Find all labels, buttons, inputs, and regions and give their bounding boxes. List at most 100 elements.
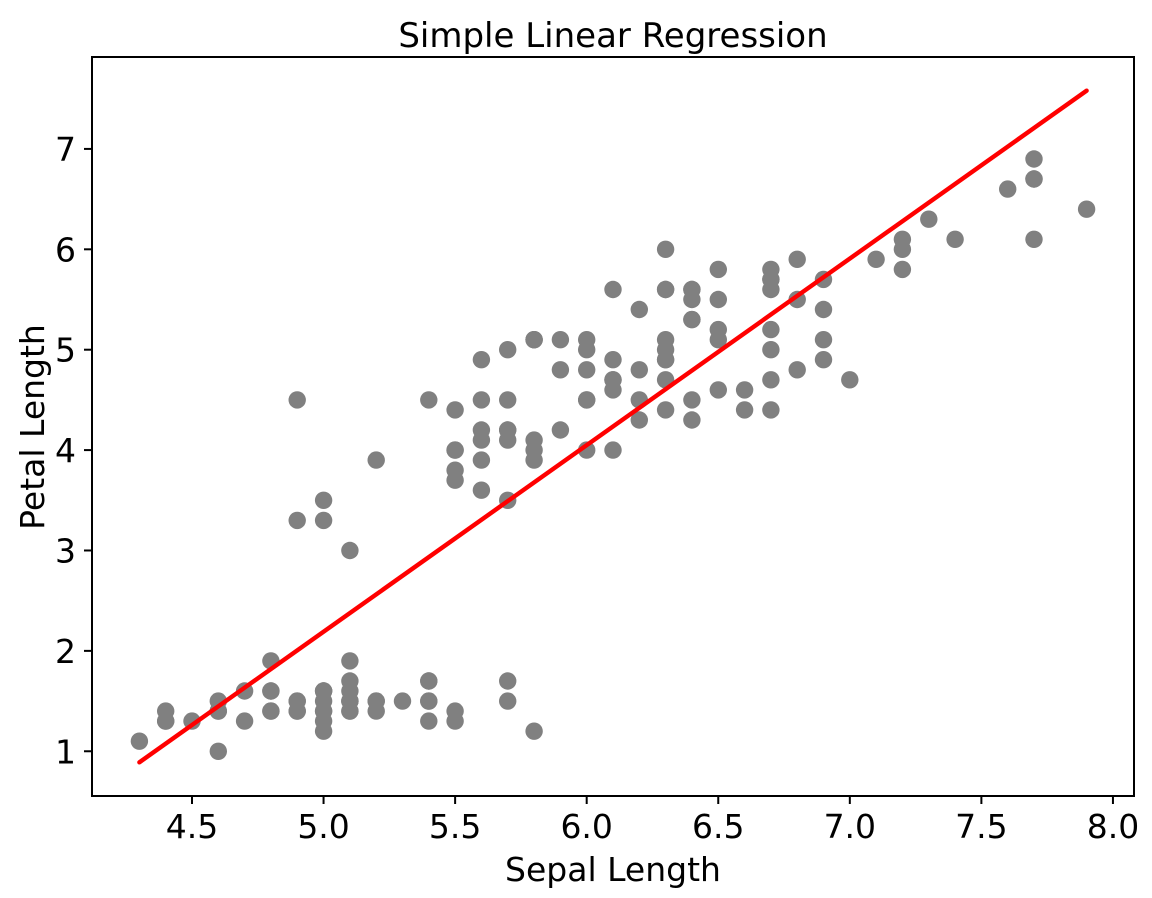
data-point: [709, 320, 727, 339]
data-point: [630, 411, 648, 429]
data-point: [341, 682, 359, 700]
data-point: [262, 682, 280, 700]
data-point: [420, 391, 438, 409]
data-point: [814, 351, 833, 369]
data-point: [472, 351, 491, 369]
data-point: [1025, 170, 1043, 188]
data-point: [762, 401, 780, 419]
data-point: [735, 401, 754, 419]
y-tick-label: 5: [55, 331, 76, 370]
data-point: [314, 682, 333, 700]
data-point: [314, 702, 333, 720]
regression-line: [137, 88, 1089, 765]
x-tick-label: 4.5: [166, 807, 218, 846]
data-point: [525, 331, 543, 349]
data-point: [578, 341, 596, 359]
data-point: [446, 401, 464, 419]
data-point: [762, 371, 780, 389]
data-point: [209, 742, 227, 760]
data-point: [472, 451, 491, 469]
data-point: [446, 471, 464, 489]
data-point: [630, 300, 648, 319]
y-axis-label: Petal Length: [13, 324, 52, 530]
data-point: [525, 722, 543, 740]
data-point: [814, 331, 833, 349]
y-tick-label: 3: [55, 531, 76, 570]
x-tick-label: 5.5: [429, 807, 481, 846]
data-point: [341, 652, 359, 670]
y-tick-label: 2: [55, 632, 76, 671]
data-point: [683, 310, 701, 329]
data-point: [656, 401, 675, 419]
data-point: [762, 270, 780, 289]
data-point: [709, 260, 727, 279]
data-point: [604, 441, 622, 459]
data-point: [788, 361, 806, 379]
data-point: [867, 250, 885, 268]
data-point: [578, 361, 596, 379]
y-tick-label: 7: [55, 130, 76, 169]
data-point: [683, 391, 701, 409]
data-point: [288, 702, 306, 720]
x-tick-label: 7.0: [824, 807, 876, 846]
x-tick-label: 5.0: [297, 807, 349, 846]
data-point: [656, 240, 675, 258]
data-point: [499, 431, 517, 449]
data-point: [262, 702, 280, 720]
data-point: [893, 240, 912, 258]
data-point: [893, 260, 912, 279]
data-point: [920, 210, 938, 228]
x-axis-label: Sepal Length: [505, 850, 721, 889]
data-point: [656, 280, 675, 299]
data-point: [683, 290, 701, 309]
y-tick-label: 1: [55, 732, 76, 771]
data-point: [841, 371, 859, 389]
data-point: [525, 441, 543, 459]
chart-layer: 4.5 5.0 5.5 6.0 6.5 7.0 7.5 8.0 1 2 3 4 5 6 7: [55, 56, 1139, 846]
data-point: [314, 511, 333, 530]
data-point: [499, 341, 517, 359]
y-tick-label: 6: [55, 230, 76, 269]
data-point: [420, 672, 438, 690]
x-tick-label: 6.0: [560, 807, 612, 846]
x-tick-label: 8.0: [1087, 807, 1139, 846]
data-point: [604, 351, 622, 369]
data-point: [814, 300, 833, 319]
data-point: [788, 250, 806, 268]
data-point: [393, 692, 412, 710]
data-point: [604, 381, 622, 399]
data-point: [709, 290, 727, 309]
chart-title: Simple Linear Regression: [398, 16, 827, 56]
data-point: [130, 732, 149, 750]
data-point: [709, 381, 727, 399]
data-point: [735, 381, 754, 399]
data-point: [314, 491, 333, 509]
data-point: [551, 421, 570, 439]
data-point: [157, 712, 175, 730]
data-point: [499, 692, 517, 710]
data-point: [551, 361, 570, 379]
data-point: [472, 481, 491, 499]
data-point: [1025, 150, 1043, 168]
data-point: [288, 391, 306, 409]
data-point: [762, 341, 780, 359]
data-point: [420, 712, 438, 730]
data-point: [656, 341, 675, 359]
data-point: [762, 320, 780, 339]
data-point: [946, 230, 964, 248]
data-point: [420, 692, 438, 710]
x-tick-label: 7.5: [955, 807, 1007, 846]
data-point: [446, 441, 464, 459]
data-point: [341, 541, 359, 560]
y-tick-label: 4: [55, 431, 76, 470]
data-point: [683, 411, 701, 429]
data-point: [630, 361, 648, 379]
data-point: [578, 391, 596, 409]
data-point: [1077, 200, 1096, 218]
data-point: [1025, 230, 1043, 248]
data-point: [367, 451, 385, 469]
x-tick-label: 6.5: [692, 807, 744, 846]
data-point: [604, 280, 622, 299]
